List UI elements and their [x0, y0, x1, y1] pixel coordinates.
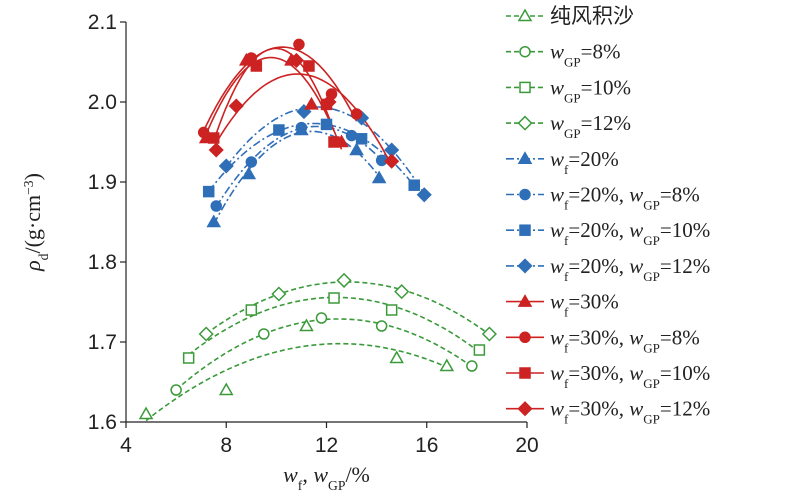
data-point-2-0	[182, 352, 195, 364]
data-point-3-3	[394, 284, 410, 300]
series-line-0	[145, 342, 448, 422]
data-point-0-3	[389, 350, 404, 364]
axes: 4 8 12 16 20 1.6 1.7 1.8 1.9 2.0 2.1 wf, wGP/% ρd/(g…	[20, 11, 539, 493]
data-point-5-0	[210, 200, 222, 212]
data-point-0-1	[218, 382, 234, 396]
data-point-6-2	[320, 118, 333, 131]
legend-label-3: wGP=12%	[550, 111, 631, 141]
x-tick-label-4: 4	[120, 434, 132, 457]
legend-marker-6	[519, 224, 531, 236]
data-point-7-4	[416, 187, 432, 203]
y-tick-label-1.8: 1.8	[88, 251, 117, 274]
series-line-1	[175, 318, 473, 391]
data-point-4-0	[206, 214, 222, 228]
data-point-2-1	[245, 304, 258, 316]
series-line-9	[202, 46, 358, 132]
series-line-10	[212, 47, 335, 142]
legend-label-2: wGP=10%	[550, 75, 631, 105]
legend: 纯风积沙 wGP=8% wGP=10% wGP=12% wf=20% wf=20%, wG…	[506, 5, 710, 426]
legend-marker-10	[519, 367, 531, 379]
data-point-3-1	[271, 286, 287, 302]
x-tick-label-20: 20	[515, 434, 538, 457]
plot-lines	[145, 46, 490, 422]
legend-marker-2	[519, 81, 531, 94]
data-point-4-1	[241, 166, 257, 180]
legend-label-9: wf=30%, wGP=8%	[550, 325, 700, 355]
data-point-0-4	[439, 358, 455, 372]
series-line-4	[212, 130, 380, 225]
data-point-1-4	[466, 360, 478, 372]
data-point-10-1	[250, 60, 263, 72]
data-point-5-2	[295, 121, 308, 134]
data-point-3-4	[481, 326, 497, 342]
series-line-2	[188, 296, 480, 356]
data-point-9-4	[350, 108, 363, 120]
plot-markers	[138, 38, 497, 420]
x-tick-label-8: 8	[220, 434, 232, 457]
data-point-2-4	[473, 344, 486, 356]
data-point-11-2	[288, 52, 304, 68]
series-line-6	[208, 122, 415, 192]
legend-marker-8	[517, 294, 533, 307]
y-tick-label-1.9: 1.9	[88, 171, 117, 194]
y-tick-label-1.6: 1.6	[88, 411, 117, 434]
y-tick-label-2.1: 2.1	[88, 11, 117, 34]
data-point-1-0	[170, 384, 182, 396]
legend-marker-11	[517, 401, 533, 417]
data-point-9-2	[293, 38, 305, 51]
data-point-3-2	[336, 272, 352, 288]
legend-label-7: wf=20%, wGP=12%	[550, 254, 710, 284]
data-point-9-0	[197, 126, 210, 139]
legend-label-1: wGP=8%	[550, 40, 621, 69]
legend-label-6: wf=20%, wGP=10%	[550, 218, 710, 248]
data-point-2-2	[328, 292, 340, 304]
legend-label-4: wf=20%	[550, 147, 619, 177]
data-point-2-3	[385, 304, 398, 316]
legend-label-11: wf=30%, wGP=12%	[550, 397, 710, 427]
data-point-1-1	[258, 328, 270, 340]
data-point-6-1	[273, 124, 285, 136]
data-point-4-4	[371, 170, 387, 184]
y-tick-label-1.7: 1.7	[88, 331, 117, 354]
legend-marker-4	[517, 151, 533, 165]
data-point-3-0	[198, 326, 214, 342]
data-point-5-1	[245, 156, 258, 168]
legend-marker-9	[519, 331, 531, 344]
legend-label-10: wf=30%, wGP=10%	[550, 361, 710, 391]
series-line-8	[205, 56, 343, 150]
legend-marker-5	[519, 188, 531, 201]
data-point-7-0	[218, 158, 234, 174]
data-point-0-0	[138, 406, 154, 420]
data-point-6-0	[202, 185, 215, 198]
y-axis-label: ρd/(g·cm−3)	[20, 173, 51, 272]
data-point-11-4	[384, 153, 400, 169]
data-point-1-2	[315, 312, 328, 324]
data-point-11-0	[208, 142, 224, 158]
x-axis-label: wf, wGP/%	[283, 462, 370, 493]
legend-marker-7	[517, 258, 533, 274]
data-point-8-3	[304, 96, 319, 110]
data-point-11-3	[321, 94, 337, 110]
legend-label-5: wf=20%, wGP=8%	[550, 183, 700, 213]
data-point-10-4	[328, 136, 340, 148]
legend-label-0: 纯风积沙	[550, 5, 634, 28]
y-tick-label-2: 2.0	[88, 91, 117, 114]
data-point-1-3	[375, 320, 388, 332]
x-tick-label-12: 12	[315, 434, 338, 457]
data-point-11-1	[228, 98, 244, 114]
data-point-4-3	[349, 142, 364, 156]
data-point-10-0	[207, 132, 220, 144]
legend-label-8: wf=30%	[550, 290, 619, 320]
series-line-7	[225, 106, 425, 195]
data-point-5-3	[345, 129, 358, 142]
legend-marker-1	[519, 45, 531, 58]
data-point-0-2	[299, 318, 314, 332]
legend-marker-3	[517, 115, 533, 131]
data-point-6-4	[408, 179, 420, 191]
legend-marker-0	[517, 8, 533, 22]
data-point-10-2	[303, 60, 315, 72]
x-tick-label-16: 16	[415, 434, 438, 457]
data-point-6-3	[355, 133, 368, 145]
